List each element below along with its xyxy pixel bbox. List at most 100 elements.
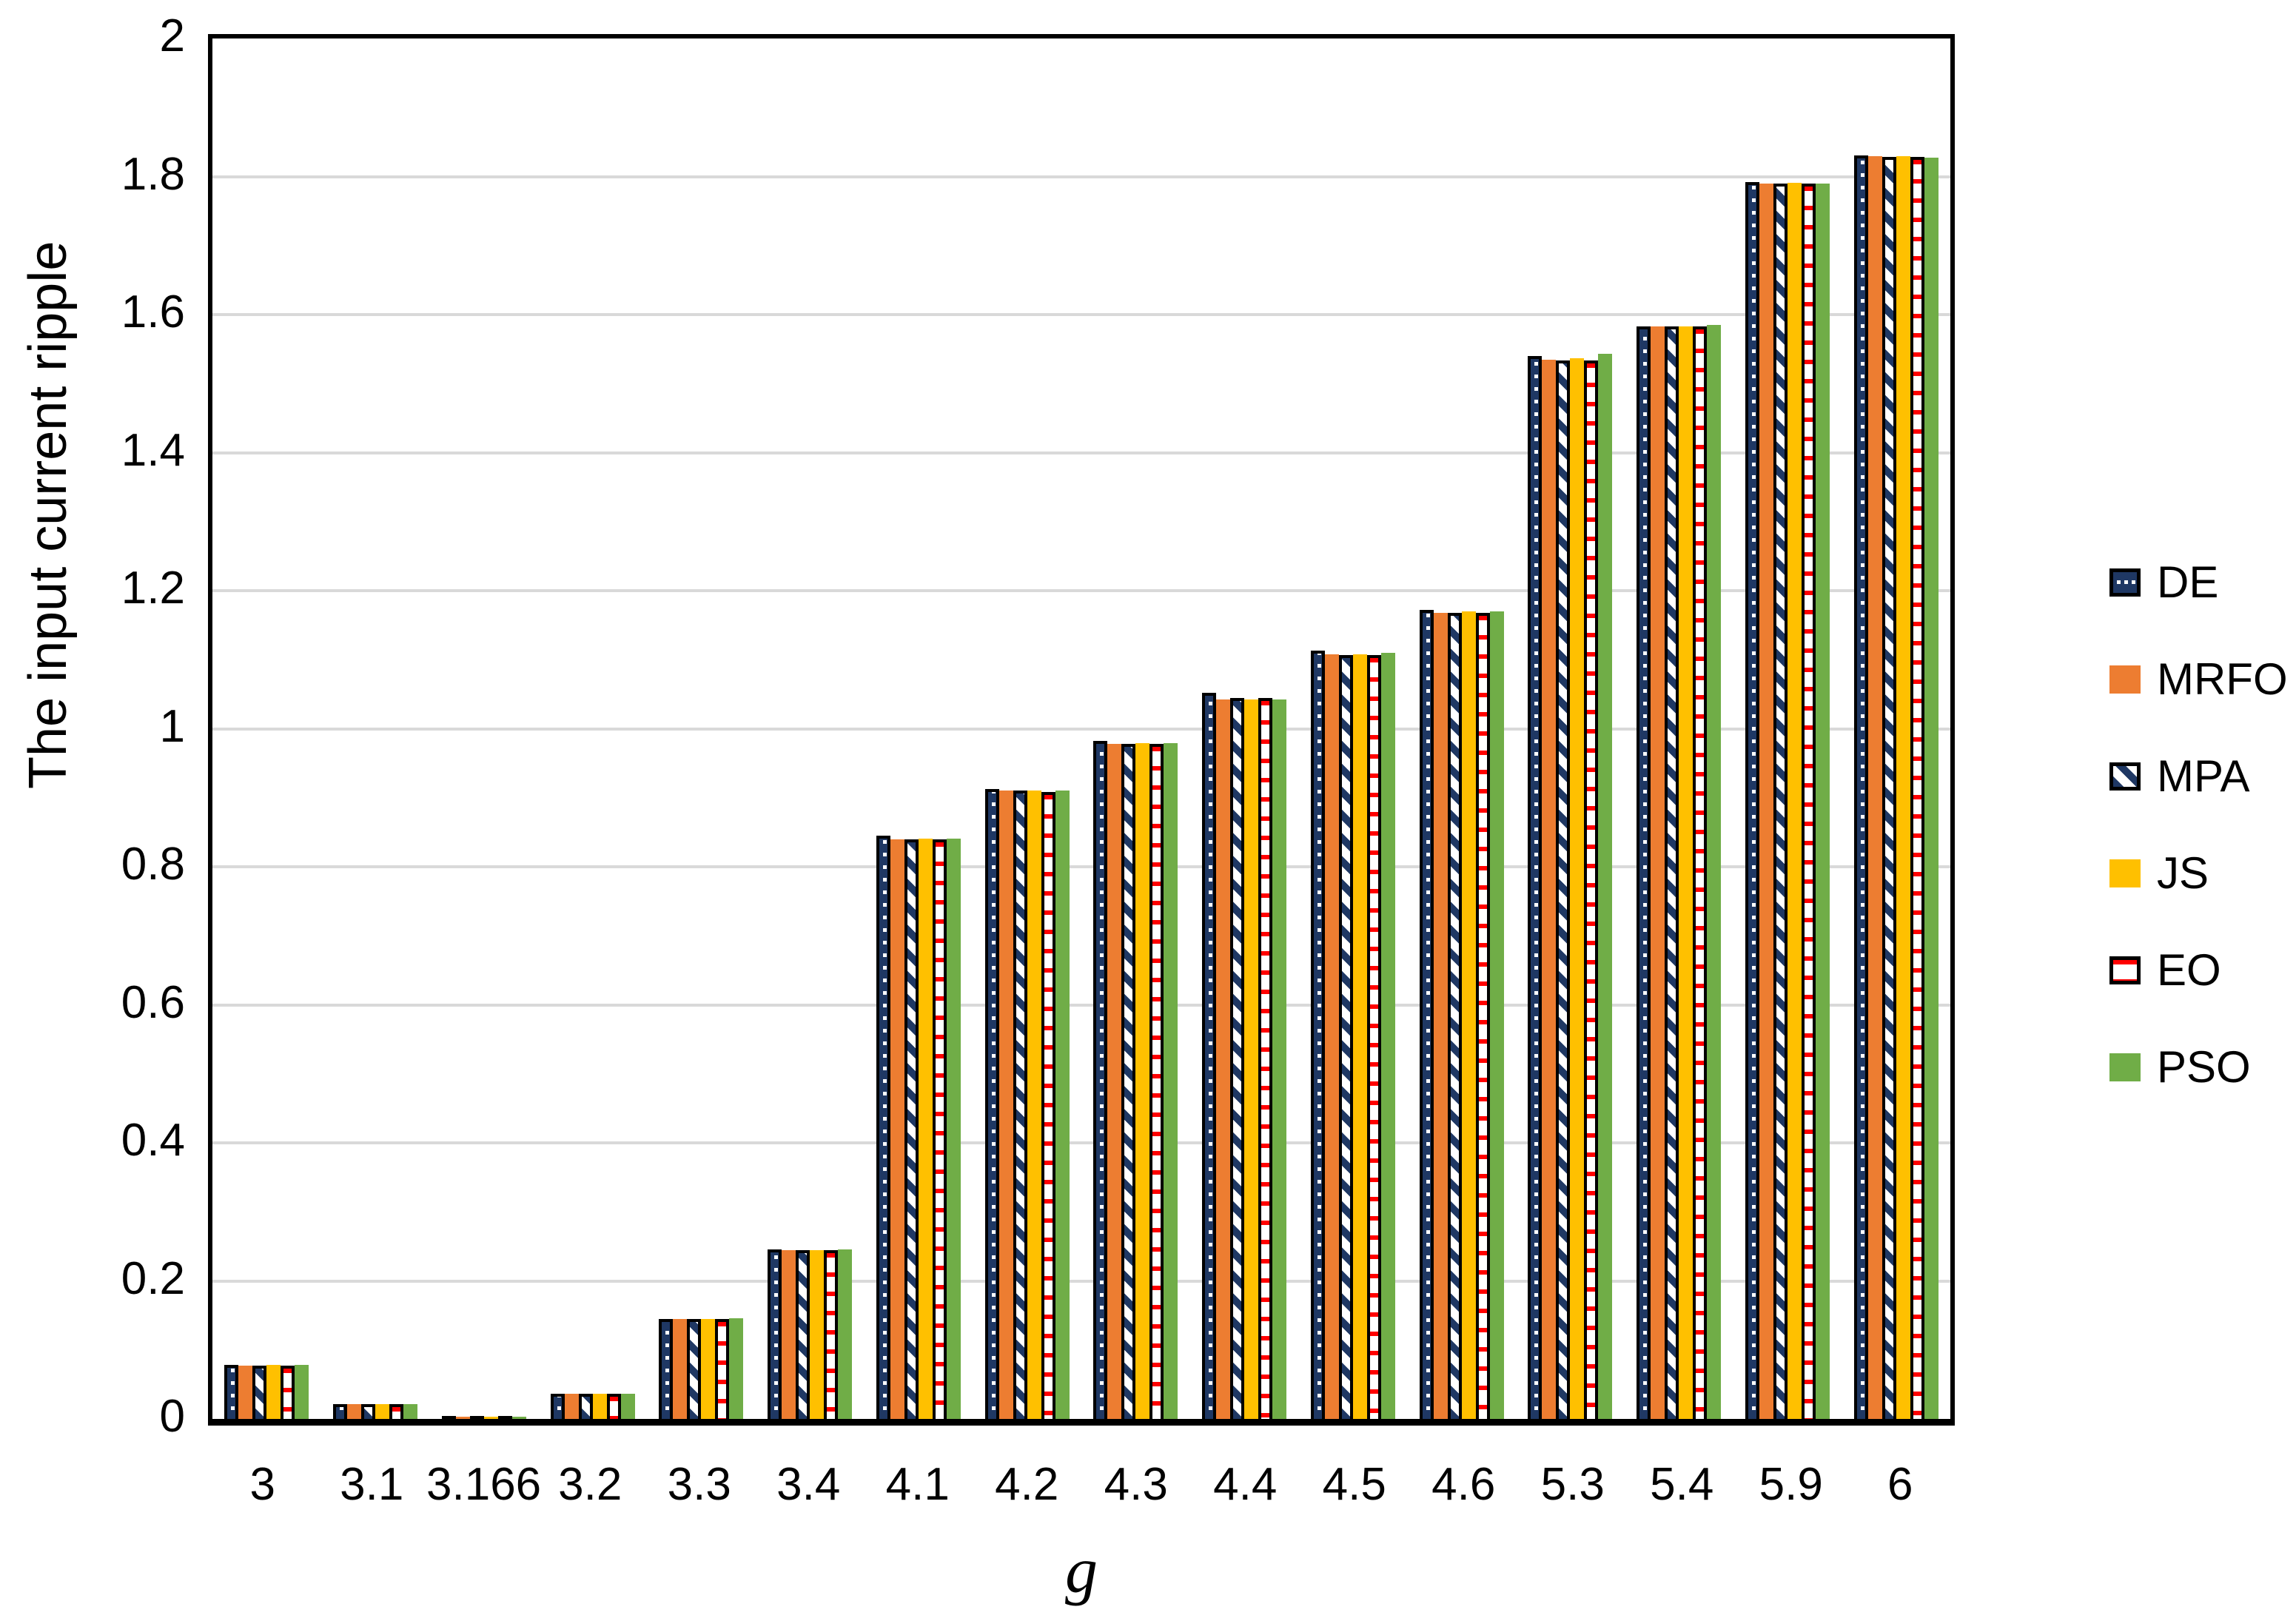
- gridline: [212, 1279, 1950, 1283]
- bar-MPA-4.5: [1338, 654, 1353, 1419]
- legend-item-PSO: PSO: [2109, 1045, 2251, 1090]
- gridline: [212, 727, 1950, 731]
- bar-MRFO-4.3: [1107, 744, 1122, 1419]
- bar-cluster-3.3: [647, 38, 756, 1419]
- bar-JS-3.166: [483, 1417, 498, 1419]
- bar-PSO-3: [295, 1365, 309, 1419]
- bar-MPA-5.4: [1665, 326, 1679, 1419]
- bar-MRFO-4.2: [998, 791, 1013, 1419]
- bar-PSO-3.4: [838, 1249, 853, 1419]
- gridline: [212, 313, 1950, 316]
- x-tick-label-3.166: 3.166: [426, 1459, 542, 1510]
- bar-EO-4.4: [1258, 698, 1273, 1419]
- bar-DE-4.6: [1419, 610, 1434, 1419]
- legend-label-EO: EO: [2157, 945, 2221, 995]
- gridline: [212, 175, 1950, 178]
- x-tick-label-4.6: 4.6: [1431, 1459, 1496, 1510]
- bar-MRFO-5.9: [1759, 183, 1773, 1419]
- bar-cluster-5.3: [1516, 38, 1625, 1419]
- legend-item-JS: JS: [2109, 851, 2209, 896]
- bar-MRFO-5.4: [1651, 326, 1665, 1419]
- bar-JS-4.2: [1027, 791, 1041, 1419]
- bar-EO-5.3: [1584, 360, 1599, 1419]
- bar-JS-3: [266, 1365, 281, 1419]
- bar-cluster-4.3: [1081, 38, 1190, 1419]
- x-tick-label-4.3: 4.3: [1104, 1459, 1168, 1510]
- bar-cluster-4.2: [973, 38, 1081, 1419]
- y-tick-label-1.4: 1.4: [121, 424, 185, 476]
- bar-MPA-4.2: [1013, 791, 1027, 1419]
- bar-JS-5.3: [1570, 358, 1585, 1419]
- bar-EO-4.6: [1475, 612, 1490, 1419]
- y-tick-label-1: 1: [159, 700, 185, 752]
- bar-DE-5.4: [1637, 326, 1651, 1419]
- legend-label-PSO: PSO: [2157, 1042, 2251, 1092]
- bar-PSO-3.166: [511, 1417, 526, 1419]
- bar-EO-3.3: [715, 1318, 730, 1419]
- gridline: [212, 865, 1950, 868]
- x-tick-label-3.2: 3.2: [558, 1459, 622, 1510]
- gridline: [212, 589, 1950, 592]
- bar-EO-3: [281, 1366, 295, 1419]
- bar-MRFO-6: [1867, 156, 1882, 1419]
- bar-DE-5.9: [1745, 181, 1759, 1419]
- bar-PSO-4.5: [1380, 652, 1395, 1419]
- y-tick-label-1.2: 1.2: [121, 563, 185, 614]
- bar-EO-4.3: [1149, 744, 1164, 1419]
- bar-EO-3.1: [389, 1404, 404, 1419]
- bar-MPA-5.9: [1773, 183, 1788, 1419]
- bar-DE-4.2: [984, 788, 999, 1419]
- x-tick-label-4.5: 4.5: [1322, 1459, 1386, 1510]
- legend-item-EO: EO: [2109, 948, 2221, 993]
- bar-PSO-3.1: [403, 1404, 418, 1419]
- bar-MRFO-3.1: [347, 1404, 362, 1419]
- bar-MPA-5.3: [1556, 360, 1571, 1419]
- x-tick-label-5.3: 5.3: [1540, 1459, 1605, 1510]
- bar-JS-3.3: [701, 1318, 716, 1419]
- bar-PSO-4.6: [1489, 611, 1504, 1419]
- bar-MRFO-5.3: [1542, 359, 1557, 1419]
- bar-cluster-3.4: [756, 38, 865, 1419]
- bar-cluster-4.6: [1407, 38, 1516, 1419]
- bar-DE-3.1: [333, 1404, 348, 1419]
- bar-MPA-3.2: [578, 1394, 593, 1419]
- bar-PSO-4.4: [1272, 699, 1287, 1419]
- x-tick-label-3: 3: [249, 1459, 275, 1510]
- bar-MPA-4.3: [1121, 744, 1136, 1419]
- bar-MPA-6: [1882, 157, 1896, 1419]
- y-tick-label-1.6: 1.6: [121, 286, 185, 338]
- x-tick-label-4.4: 4.4: [1213, 1459, 1278, 1510]
- bar-MRFO-4.4: [1216, 699, 1231, 1419]
- bar-cluster-3.1: [321, 38, 430, 1419]
- bar-MPA-4.4: [1230, 698, 1245, 1419]
- bar-cluster-4.5: [1299, 38, 1408, 1419]
- bar-DE-4.3: [1093, 741, 1108, 1419]
- x-axis-title: g: [1065, 1535, 1098, 1607]
- bar-EO-4.5: [1366, 654, 1381, 1419]
- bar-JS-4.1: [918, 838, 933, 1419]
- bar-DE-3.3: [659, 1318, 674, 1419]
- bar-DE-4.1: [876, 836, 890, 1419]
- bar-JS-6: [1896, 155, 1910, 1419]
- bar-cluster-3.2: [538, 38, 647, 1419]
- bar-MRFO-3: [238, 1366, 253, 1419]
- bar-PSO-3.3: [729, 1318, 744, 1419]
- y-tick-label-0.6: 0.6: [121, 976, 185, 1028]
- legend-label-DE: DE: [2157, 557, 2219, 607]
- legend-swatch-JS: [2109, 859, 2141, 887]
- bar-PSO-5.3: [1598, 354, 1613, 1419]
- legend-swatch-PSO: [2109, 1053, 2141, 1081]
- bar-EO-4.1: [932, 839, 947, 1419]
- bar-MRFO-4.5: [1324, 654, 1339, 1419]
- bar-JS-5.9: [1787, 182, 1802, 1419]
- bar-MPA-4.6: [1447, 612, 1462, 1419]
- gridline: [212, 451, 1950, 454]
- bar-MPA-3.4: [796, 1249, 810, 1419]
- bar-DE-6: [1853, 155, 1868, 1419]
- plot-area: [208, 34, 1955, 1426]
- x-tick-label-6: 6: [1887, 1459, 1913, 1510]
- bar-PSO-4.3: [1164, 743, 1178, 1419]
- bar-cluster-4.4: [1190, 38, 1299, 1419]
- legend-swatch-DE: [2109, 568, 2141, 597]
